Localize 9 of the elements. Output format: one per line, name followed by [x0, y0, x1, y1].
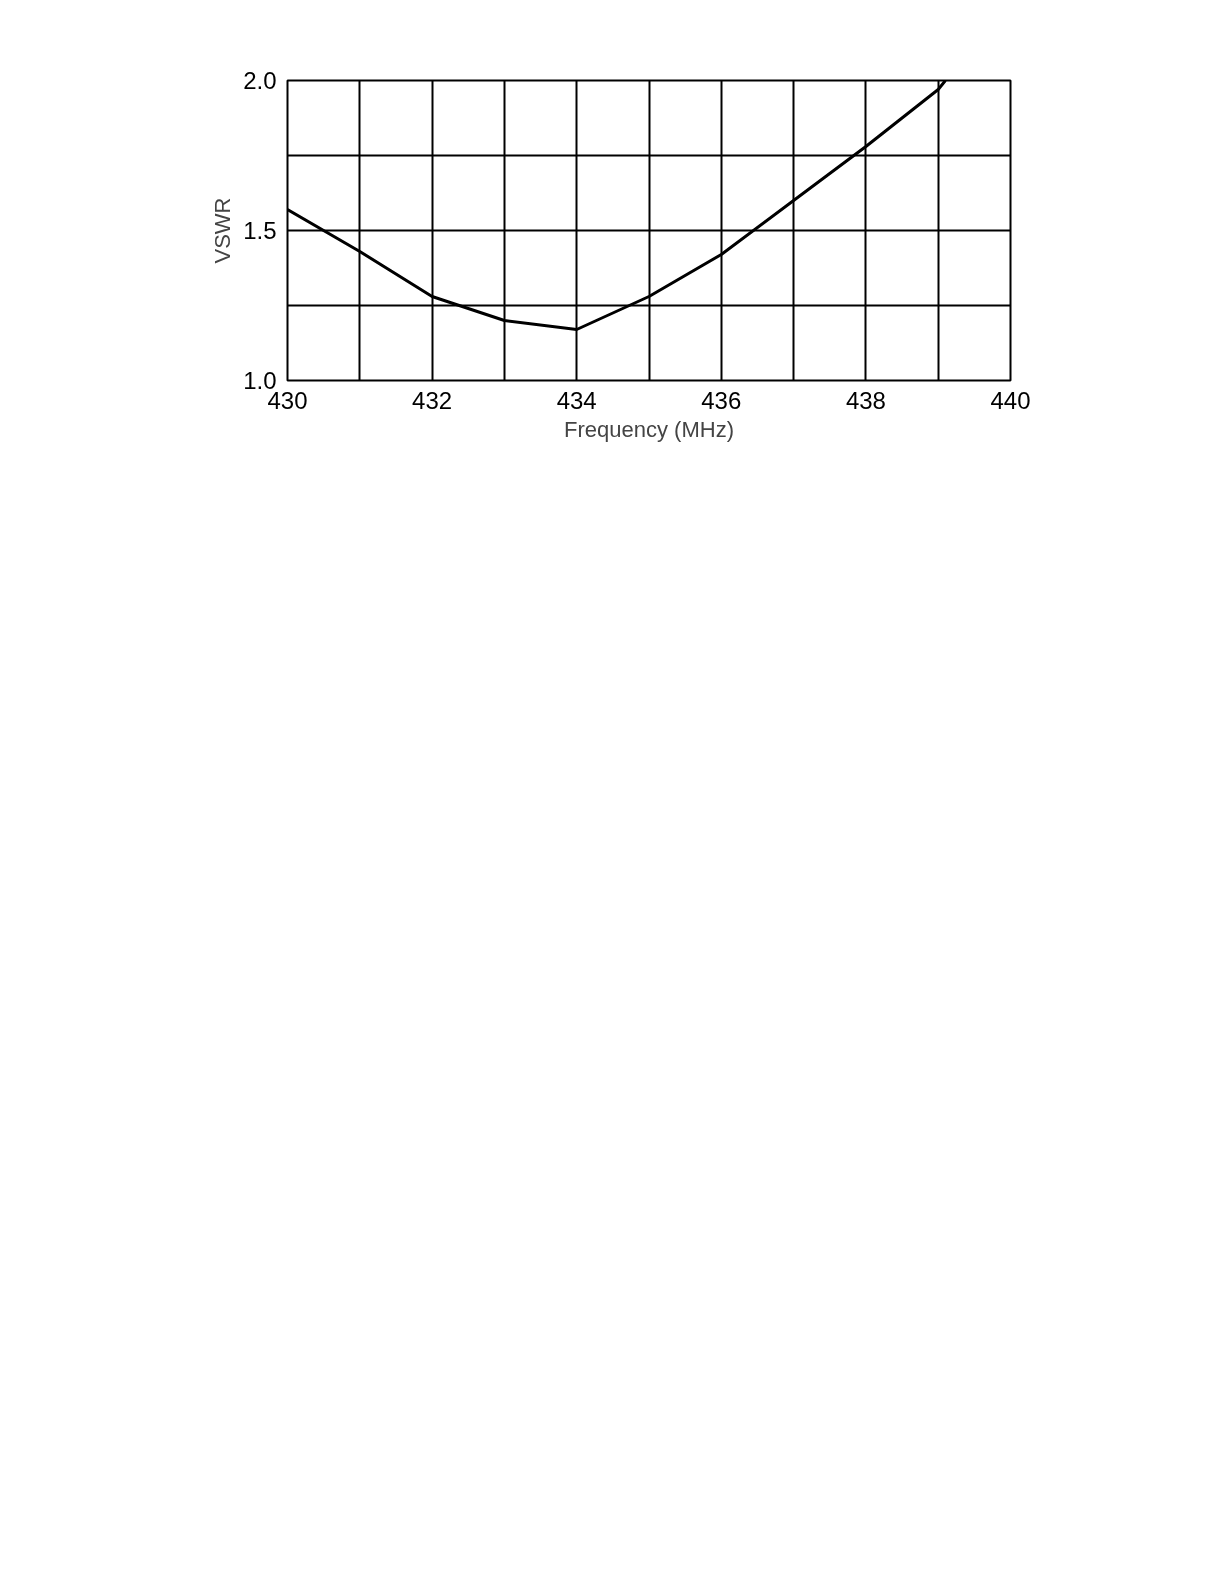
x-tick-label: 434: [556, 386, 597, 414]
y-axis-title: VSWR: [210, 197, 236, 264]
x-tick-label: 432: [412, 386, 453, 414]
y-tick-label: 2.0: [243, 67, 277, 94]
x-tick-label: 436: [701, 386, 742, 414]
y-tick-label: 1.5: [243, 217, 277, 244]
x-axis-title: Frequency (MHz): [564, 416, 734, 442]
x-tick-label: 440: [990, 386, 1031, 414]
x-tick-label: 438: [845, 386, 886, 414]
